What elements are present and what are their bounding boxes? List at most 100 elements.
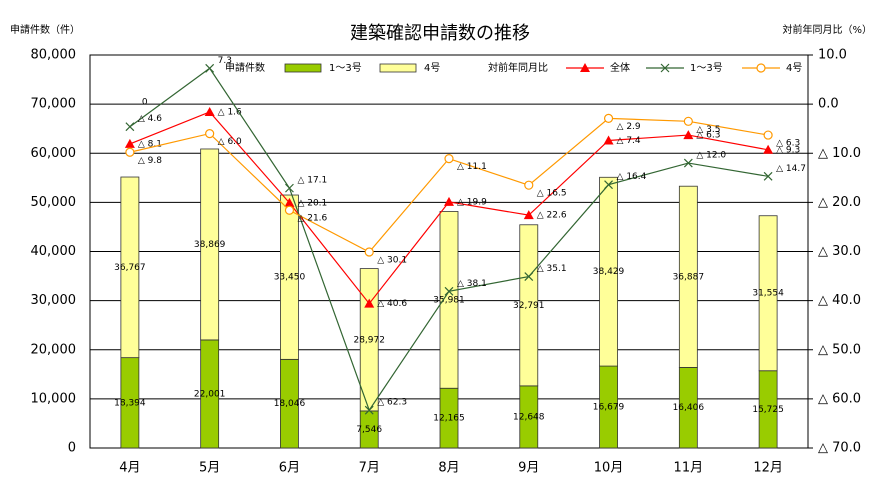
- marker: [444, 286, 454, 296]
- x-tick-label: 9月: [518, 461, 539, 476]
- y-tick-label: 40,000: [31, 244, 77, 259]
- line-value-label: △ 16.5: [537, 189, 567, 199]
- bar: [120, 176, 140, 359]
- marker: [205, 129, 215, 139]
- y-tick-label: 10,000: [31, 391, 77, 406]
- line-value-label: 7.3: [218, 56, 232, 66]
- legend-label: 4号: [786, 62, 802, 74]
- y2-tick-label: △ 20.0: [818, 195, 861, 210]
- bar-value-label: 16,406: [673, 403, 705, 413]
- bar-value-label: 33,450: [274, 273, 306, 283]
- y-tick-label: 80,000: [31, 48, 77, 63]
- legend-marker: [756, 63, 766, 73]
- legend-marker: [660, 63, 670, 73]
- legend-label: 1～3号: [690, 62, 723, 74]
- bar-value-label: 15,725: [752, 405, 784, 415]
- legend-title: 対前年同月比: [488, 61, 548, 74]
- line-value-label: △ 62.3: [377, 398, 407, 408]
- marker: [524, 272, 534, 281]
- bar-value-label: 36,887: [673, 272, 705, 282]
- y2-tick-label: △ 40.0: [818, 293, 861, 308]
- y2-axis-label: 対前年同月比（%）: [782, 23, 872, 36]
- legend-label: 4号: [424, 62, 440, 74]
- bar: [200, 148, 220, 341]
- x-tick-label: 8月: [438, 461, 459, 476]
- line-value-label: △ 9.3: [776, 145, 800, 155]
- x-tick-label: 11月: [674, 461, 704, 476]
- y-tick-label: 60,000: [31, 146, 77, 161]
- y2-tick-label: △ 60.0: [818, 391, 861, 406]
- x-tick-label: 6月: [279, 461, 300, 476]
- y-tick-label: 0: [68, 441, 76, 456]
- line-value-label: △ 21.6: [297, 214, 327, 224]
- marker: [523, 210, 534, 220]
- bar: [519, 224, 539, 387]
- legend-label: 1～3号: [329, 62, 362, 74]
- marker: [124, 138, 135, 148]
- x-tick-label: 12月: [753, 461, 783, 476]
- line-value-label: △ 4.6: [138, 114, 162, 124]
- y2-tick-label: 10.0: [818, 48, 847, 63]
- legend-label: 全体: [610, 61, 630, 74]
- marker: [763, 171, 773, 181]
- y2-tick-label: 0.0: [818, 97, 839, 112]
- line-value-label: △ 1.6: [218, 107, 242, 117]
- y-tick-label: 30,000: [31, 293, 77, 308]
- bar-value-label: 35,981: [433, 295, 465, 305]
- chart-title: 建築確認申請数の推移: [350, 23, 530, 44]
- x-tick-label: 7月: [359, 461, 380, 476]
- line-value-label: △ 8.1: [138, 139, 162, 149]
- bar-value-label: 18,394: [114, 398, 146, 408]
- bar-value-label: 38,869: [194, 240, 226, 250]
- bar-value-label: 16,679: [593, 403, 625, 413]
- bar: [678, 185, 698, 368]
- y-tick-label: 20,000: [31, 342, 77, 357]
- line-value-label: △ 9.8: [138, 156, 162, 166]
- bar-value-label: 32,791: [513, 301, 545, 311]
- marker: [285, 183, 294, 193]
- bar: [599, 176, 618, 367]
- y2-tick-label: △ 50.0: [818, 342, 861, 357]
- bar-value-label: 7,546: [356, 425, 382, 435]
- marker: [444, 154, 454, 164]
- line-value-label: △ 40.6: [377, 299, 407, 309]
- bar-value-label: 12,648: [513, 412, 545, 422]
- marker: [763, 144, 774, 154]
- bar-value-label: 38,429: [593, 267, 625, 277]
- line-value-label: △ 22.6: [537, 211, 567, 221]
- line-value-label: △ 30.1: [377, 255, 407, 265]
- bar-value-label: 12,165: [433, 414, 465, 424]
- y2-tick-label: △ 10.0: [818, 146, 861, 161]
- legend-swatch: [284, 63, 322, 73]
- marker: [284, 205, 295, 215]
- marker: [204, 106, 215, 116]
- marker: [284, 197, 295, 207]
- bar: [758, 215, 778, 372]
- x-tick-label: 4月: [119, 461, 140, 476]
- marker: [683, 158, 693, 168]
- bar-value-label: 28,972: [353, 335, 385, 345]
- marker: [364, 247, 374, 257]
- bar-value-label: 31,554: [752, 289, 784, 299]
- y2-tick-label: △ 30.0: [818, 244, 861, 259]
- line-value-label: △ 17.1: [297, 176, 327, 186]
- marker: [603, 113, 614, 123]
- line-value-label: △ 20.1: [297, 198, 327, 208]
- y-tick-label: 70,000: [31, 97, 77, 112]
- line-value-label: △ 12.0: [696, 151, 726, 161]
- marker: [125, 122, 135, 132]
- marker: [603, 135, 614, 145]
- marker: [125, 147, 135, 157]
- line-value-label: △ 3.5: [696, 125, 720, 135]
- legend-title: 申請件数: [225, 61, 265, 74]
- line-value-label: △ 2.9: [617, 122, 641, 132]
- line-value-label: △ 35.1: [537, 264, 567, 274]
- marker: [763, 130, 773, 140]
- annotation: 0: [142, 98, 148, 108]
- y-tick-label: 50,000: [31, 195, 77, 210]
- line-value-label: △ 16.4: [617, 172, 647, 182]
- x-tick-label: 10月: [594, 461, 624, 476]
- marker: [683, 130, 694, 140]
